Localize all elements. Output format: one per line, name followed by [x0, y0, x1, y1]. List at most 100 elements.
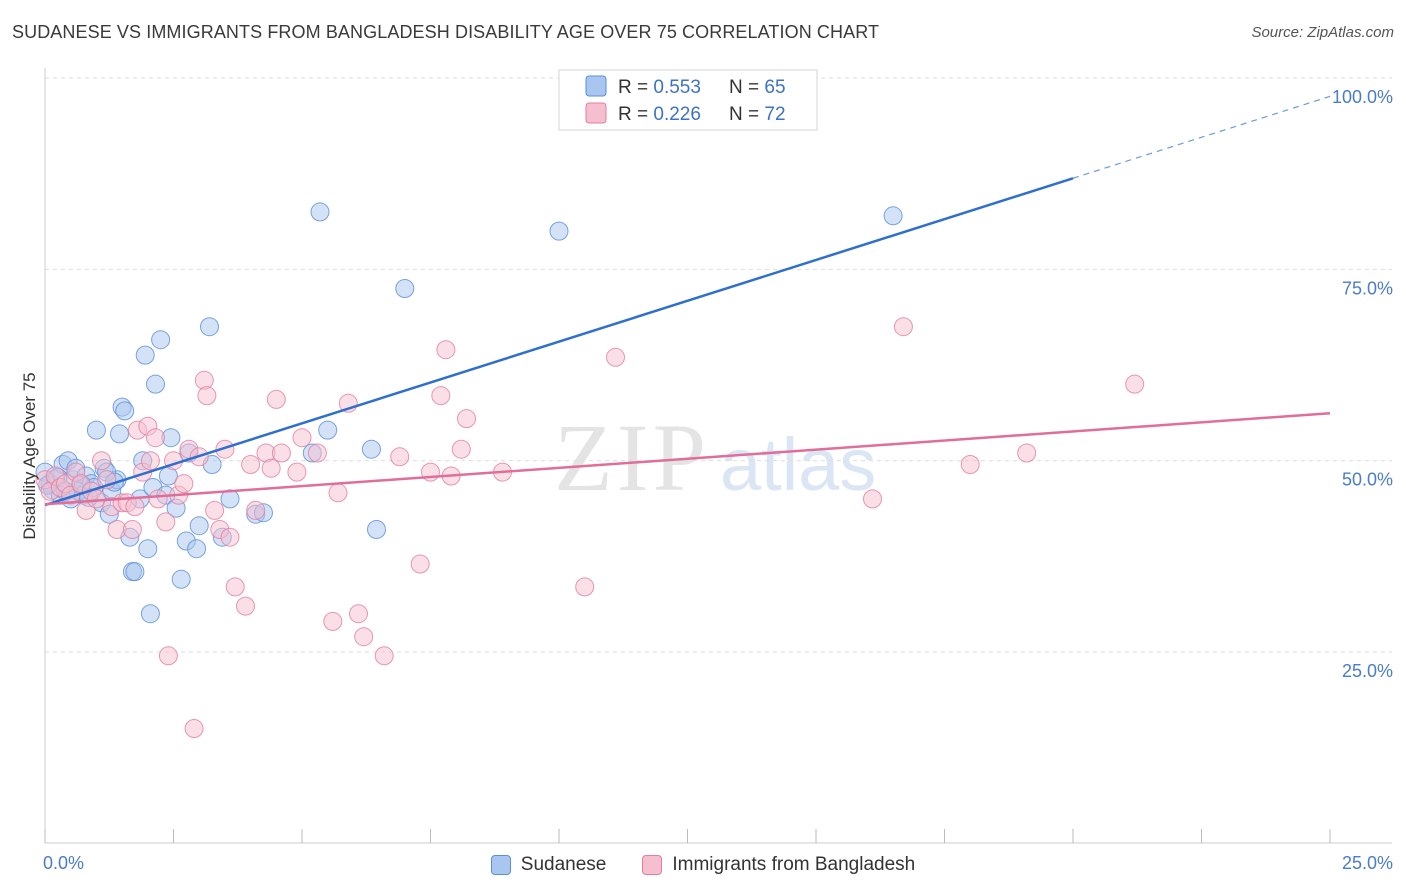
data-point — [292, 428, 312, 448]
data-point — [241, 455, 261, 474]
data-point — [395, 279, 415, 298]
data-point — [225, 577, 245, 597]
trend-line-sudanese — [44, 177, 1074, 507]
y-tick-label-1: 50.0% — [1342, 470, 1393, 490]
series-1-points — [35, 317, 1145, 738]
data-point — [367, 520, 386, 539]
data-point — [451, 439, 471, 459]
data-point — [146, 374, 165, 394]
data-point — [148, 489, 168, 509]
y-axis-label: Disability Age Over 75 — [20, 372, 39, 539]
data-point — [158, 646, 178, 666]
legend-r-label-1: R = — [618, 77, 653, 98]
data-point — [205, 500, 225, 520]
data-point — [328, 483, 348, 503]
tick-labels: 25.0% 50.0% 75.0% 100.0% 0.0% 25.0% — [43, 87, 1393, 873]
data-point — [1125, 374, 1145, 394]
data-point — [156, 512, 176, 532]
data-point — [140, 604, 160, 624]
legend-r-label-2: R = — [618, 104, 653, 125]
data-point — [374, 646, 394, 666]
watermark-zip: ZIP — [554, 404, 710, 511]
watermark: ZIP atlas — [554, 404, 876, 511]
chart-title: SUDANESE VS IMMIGRANTS FROM BANGLADESH D… — [12, 22, 880, 42]
series-points — [35, 202, 1145, 738]
data-point — [318, 420, 338, 440]
axes — [44, 68, 1392, 844]
data-point — [125, 562, 145, 582]
data-point — [135, 345, 155, 365]
data-point — [287, 462, 307, 482]
data-point — [146, 428, 165, 448]
bottom-legend-item-bangladesh[interactable]: Immigrants from Bangladesh — [642, 854, 915, 876]
trend-line-bangladesh — [44, 411, 1331, 506]
data-point — [323, 611, 343, 631]
data-point — [125, 497, 145, 517]
data-point — [893, 317, 913, 337]
data-point — [307, 443, 327, 463]
data-point — [92, 451, 111, 471]
legend-n-value-1: 65 — [764, 77, 785, 98]
data-point — [215, 439, 235, 459]
data-point — [960, 455, 980, 474]
source-credit: Source: ZipAtlas.com — [1251, 24, 1394, 41]
legend-n-value-2: 72 — [764, 104, 785, 125]
legend-n-label-2: N = — [729, 104, 764, 125]
data-point — [883, 206, 903, 226]
data-point — [189, 516, 209, 536]
data-point — [187, 539, 207, 559]
data-point — [220, 527, 240, 547]
trend-line-sudanese-extension — [1072, 95, 1331, 179]
legend-n-label-1: N = — [729, 77, 764, 98]
sudanese-swatch — [490, 855, 511, 875]
data-point — [151, 330, 171, 350]
data-point — [606, 347, 625, 367]
data-point — [266, 389, 286, 409]
data-point — [410, 554, 430, 574]
data-point — [436, 340, 456, 360]
data-point — [310, 202, 330, 222]
bottom-legend-item-sudanese[interactable]: Sudanese — [490, 854, 607, 876]
data-point — [115, 401, 135, 421]
bangladesh-swatch — [642, 855, 663, 875]
data-point — [110, 424, 129, 444]
data-point — [171, 569, 191, 589]
data-point — [122, 520, 142, 539]
data-point — [184, 719, 204, 738]
data-point — [1017, 443, 1037, 463]
legend-row-2-n: N = 72 — [729, 104, 786, 125]
legend-row-1: R = 0.553 — [618, 77, 701, 98]
legend-swatch-bangladesh — [585, 102, 607, 124]
data-point — [863, 489, 882, 509]
data-point — [140, 451, 160, 471]
data-point — [354, 627, 374, 647]
trend-lines — [44, 95, 1331, 507]
bottom-legend-label-sudanese: Sudanese — [520, 854, 607, 875]
data-point — [457, 409, 476, 429]
data-point — [575, 577, 595, 597]
data-point — [271, 443, 291, 463]
data-point — [200, 317, 219, 337]
data-point — [246, 500, 266, 520]
data-point — [236, 596, 255, 616]
legend-row-1-n: N = 65 — [729, 77, 786, 98]
y-tick-label-2: 75.0% — [1342, 278, 1393, 298]
data-point — [361, 439, 381, 459]
y-tick-label-0: 25.0% — [1342, 661, 1393, 681]
data-point — [261, 458, 281, 478]
data-point — [138, 539, 158, 559]
grid-lines — [45, 77, 1392, 653]
data-point — [349, 604, 368, 624]
legend-r-value-2: 0.226 — [653, 104, 701, 125]
data-point — [431, 386, 451, 406]
bottom-legend-label-bangladesh: Immigrants from Bangladesh — [672, 854, 916, 875]
legend-r-value-1: 0.553 — [653, 77, 701, 98]
bottom-legend: Sudanese Immigrants from Bangladesh — [0, 851, 1406, 879]
data-point — [197, 386, 217, 406]
data-point — [549, 221, 569, 241]
data-point — [390, 447, 410, 467]
top-legend: R = 0.553 N = 65 R = 0.226 N = 72 — [558, 69, 818, 131]
data-point — [86, 420, 106, 440]
y-tick-label-3: 100.0% — [1332, 87, 1393, 107]
